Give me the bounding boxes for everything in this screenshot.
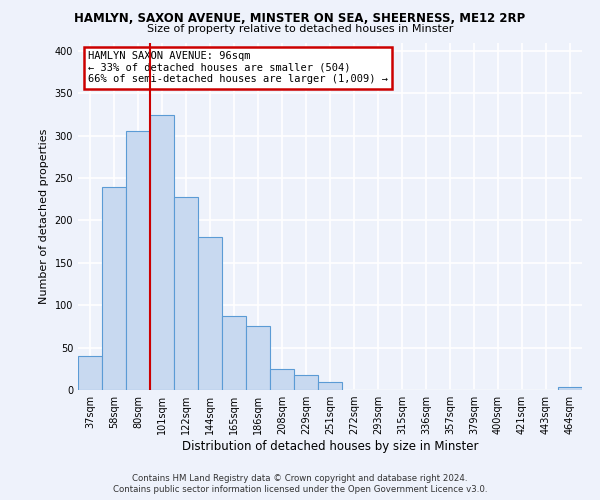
X-axis label: Distribution of detached houses by size in Minster: Distribution of detached houses by size … (182, 440, 478, 453)
Bar (150, 114, 174, 390)
Text: Contains HM Land Registry data © Crown copyright and database right 2024.
Contai: Contains HM Land Registry data © Crown c… (113, 474, 487, 494)
Bar (126, 132, 150, 390)
Bar (78, 356, 102, 390)
Bar (558, 388, 582, 390)
Bar (294, 374, 318, 390)
Y-axis label: Number of detached properties: Number of detached properties (39, 128, 49, 304)
Bar (198, 238, 222, 390)
Bar (174, 197, 198, 390)
Bar (222, 316, 246, 390)
Text: HAMLYN, SAXON AVENUE, MINSTER ON SEA, SHEERNESS, ME12 2RP: HAMLYN, SAXON AVENUE, MINSTER ON SEA, SH… (74, 12, 526, 26)
Bar (270, 369, 294, 390)
Bar (318, 382, 342, 390)
Bar (246, 326, 270, 390)
Text: Size of property relative to detached houses in Minster: Size of property relative to detached ho… (147, 24, 453, 34)
Text: HAMLYN SAXON AVENUE: 96sqm
← 33% of detached houses are smaller (504)
66% of sem: HAMLYN SAXON AVENUE: 96sqm ← 33% of deta… (88, 51, 388, 84)
Bar (102, 186, 126, 390)
